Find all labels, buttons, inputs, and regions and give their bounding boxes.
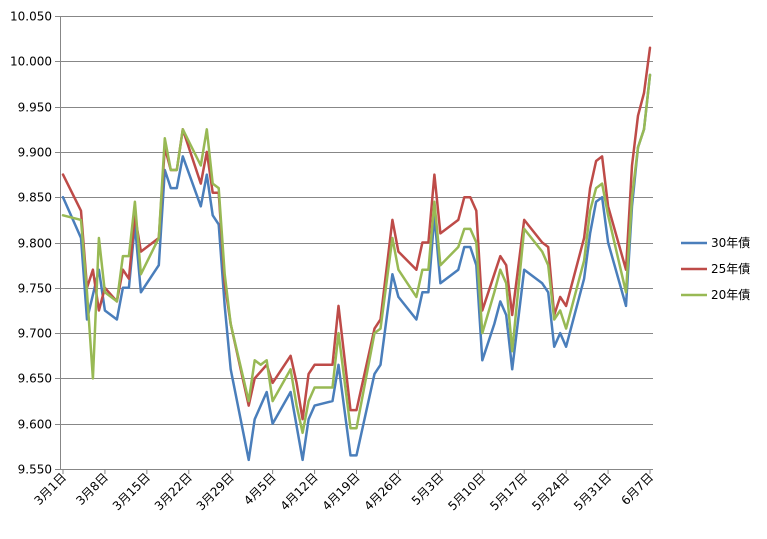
series-lines [61, 46, 652, 462]
gridlines [60, 16, 653, 425]
legend-item: 30年債 [681, 235, 750, 250]
legend-label: 25年債 [711, 261, 750, 276]
x-tick-label: 5月3日 [409, 470, 447, 508]
series-line-2 [61, 46, 652, 421]
y-tick-label: 9.900 [18, 146, 52, 160]
y-axis-tick-labels: 9.550 9.600 9.650 9.700 9.750 9.800 9.850 9.900… [10, 10, 52, 477]
legend-label: 30年債 [711, 235, 750, 250]
y-tick-label: 9.950 [18, 101, 52, 115]
series-line-3 [61, 73, 652, 435]
y-tick-label: 9.700 [18, 327, 52, 341]
x-tick-label: 3月22日 [152, 470, 195, 513]
y-tick-label: 9.650 [18, 372, 52, 386]
legend: 30年債 25年債 20年債 [681, 235, 750, 302]
series-line-1 [61, 73, 652, 462]
x-tick-label: 6月7日 [618, 470, 656, 508]
axes [55, 16, 653, 474]
x-tick-label: 3月15日 [110, 470, 153, 513]
x-tick-label: 4月12日 [278, 470, 321, 513]
y-tick-label: 9.850 [18, 191, 52, 205]
x-tick-label: 5月17日 [487, 470, 530, 513]
y-tick-label: 9.800 [18, 237, 52, 251]
legend-item: 20年債 [681, 287, 750, 302]
y-tick-label: 9.750 [18, 282, 52, 296]
y-tick-label: 9.600 [18, 418, 52, 432]
x-tick-label: 4月19日 [320, 470, 363, 513]
y-tick-label: 10.000 [10, 55, 52, 69]
x-tick-label: 4月26日 [361, 470, 404, 513]
x-tick-label: 5月10日 [445, 470, 488, 513]
x-tick-label: 5月24日 [529, 470, 572, 513]
x-tick-label: 3月8日 [73, 470, 111, 508]
legend-label: 20年債 [711, 287, 750, 302]
x-tick-label: 5月31日 [571, 470, 614, 513]
x-tick-label: 3月29日 [194, 470, 237, 513]
y-tick-label: 10.050 [10, 10, 52, 24]
y-tick-label: 9.550 [18, 463, 52, 477]
x-tick-label: 4月5日 [241, 470, 279, 508]
legend-item: 25年債 [681, 261, 750, 276]
